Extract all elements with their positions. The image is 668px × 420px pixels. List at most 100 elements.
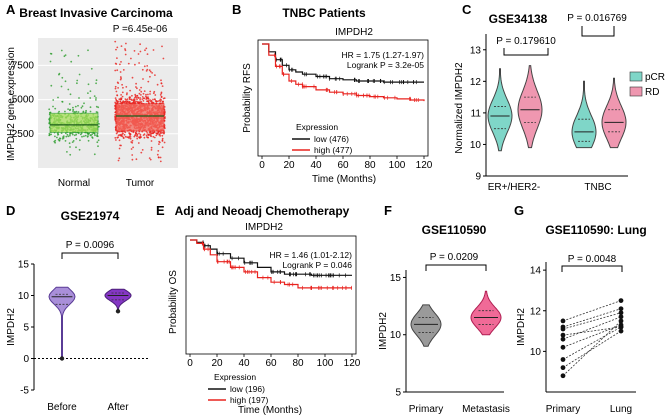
panel-a-point	[48, 108, 51, 111]
panel-g-pair-line	[562, 312, 622, 330]
panel-a-point	[114, 137, 117, 139]
panel-a-point	[128, 132, 131, 135]
panel-a-point	[142, 100, 145, 102]
panel-a-point	[141, 68, 144, 71]
panel-d: D GSE21974 P = 0.0096 -5 0 5 10 15 Before Af…	[6, 203, 150, 413]
panel-a-point	[122, 132, 124, 135]
panel-a-point	[159, 156, 162, 159]
panel-a-point	[149, 133, 152, 136]
panel-a-point	[128, 135, 131, 138]
panel-c-ytick-label: 13	[470, 45, 482, 56]
panel-a-point	[117, 100, 119, 103]
panel-a-point	[132, 146, 135, 149]
panel-d-violin-after	[104, 288, 132, 312]
panel-a-point	[62, 135, 65, 138]
panel-a-point	[118, 139, 121, 142]
panel-a-point	[133, 101, 135, 103]
panel-a-point	[135, 97, 138, 99]
panel-a-point	[136, 98, 138, 101]
panel-a-point	[121, 91, 124, 94]
panel-a-point	[143, 136, 146, 139]
panel-a-point	[143, 65, 146, 68]
panel-a-point	[81, 105, 84, 108]
panel-a-point	[118, 157, 121, 160]
panel-a-point	[89, 90, 92, 93]
panel-a-point	[79, 139, 81, 142]
panel-f-xtick-primary: Primary	[409, 404, 443, 415]
panel-a-point	[70, 60, 73, 63]
panel-g-point-primary	[560, 318, 566, 324]
panel-a-point	[149, 75, 151, 78]
panel-d-ytick-label: 0	[23, 354, 29, 365]
panel-a-point	[130, 148, 133, 150]
panel-a-point	[152, 98, 154, 101]
panel-a-point	[80, 106, 83, 109]
panel-a-point	[114, 97, 117, 99]
panel-f-ytick-label: 5	[395, 388, 401, 399]
panel-a-point	[141, 96, 144, 98]
panel-a-point	[114, 107, 116, 110]
panel-a-point	[54, 107, 57, 110]
panel-d-label: D	[6, 203, 15, 218]
panel-g-pair-line	[562, 326, 622, 360]
panel-c-legend-rd: RD	[645, 87, 659, 98]
panel-c-pvalue-er: P = 0.179610	[496, 36, 556, 47]
panel-b-logrank: Logrank P = 3.2e-05	[347, 60, 424, 70]
panel-b-hr: HR = 1.75 (1.27-1.97)	[342, 50, 425, 60]
panel-f: F GSE110590 P = 0.0209 5 10 15 Primary Met…	[378, 203, 510, 415]
panel-a-point	[160, 82, 163, 85]
panel-a-point	[138, 92, 141, 95]
panel-a-point	[115, 139, 117, 141]
panel-a-point	[77, 132, 80, 135]
panel-a-point	[139, 98, 142, 101]
panel-a-point	[140, 94, 142, 96]
panel-e-curve-high	[190, 239, 352, 289]
panel-a-point	[50, 84, 53, 87]
panel-a-point	[141, 98, 144, 100]
panel-a-point	[146, 53, 149, 55]
panel-g-point-primary	[560, 332, 566, 338]
panel-g-pair-line	[562, 320, 622, 377]
panel-a-point	[139, 43, 142, 46]
panel-a-point	[144, 49, 146, 52]
panel-g-label: G	[514, 203, 524, 218]
panel-a-point	[58, 73, 60, 76]
panel-a-point	[136, 133, 139, 136]
panel-a-point	[58, 137, 61, 140]
panel-g-pair-line	[562, 324, 622, 348]
panel-a-point	[135, 158, 138, 161]
panel-a-point	[64, 140, 67, 142]
panel-c-violin-pcr	[487, 68, 513, 152]
panel-a-point	[68, 103, 71, 105]
panel-a-point	[114, 87, 117, 90]
panel-a-point	[152, 135, 155, 138]
panel-a-point	[147, 101, 150, 104]
panel-d-ytick-label: 10	[18, 291, 30, 302]
panel-a-xtick-tumor: Tumor	[126, 178, 155, 189]
panel-a-point	[156, 153, 159, 156]
panel-a-point	[66, 133, 69, 136]
panel-a-point	[61, 100, 64, 103]
panel-a-point	[125, 42, 127, 45]
panel-a-point	[145, 47, 148, 50]
panel-a-point	[161, 134, 164, 137]
panel-a-point	[133, 50, 136, 52]
panel-a-ytick: 7500	[12, 60, 35, 71]
panel-g-pair-line	[562, 300, 622, 322]
panel-a-point	[135, 86, 137, 88]
panel-a-point	[140, 151, 143, 154]
panel-a-point	[119, 100, 122, 103]
panel-a-point	[93, 95, 96, 97]
panel-a-point	[72, 106, 74, 109]
panel-a-point	[161, 137, 164, 140]
panel-a-point	[52, 105, 54, 108]
panel-a-point	[148, 69, 151, 72]
panel-a-point	[163, 132, 165, 135]
panel-a-point	[149, 90, 152, 93]
panel-a-point	[150, 140, 153, 142]
panel-a-point	[153, 90, 156, 93]
panel-b-xtick-label: 120	[416, 160, 433, 171]
panel-c-ytick-label: 10	[470, 140, 482, 151]
panel-a-point	[149, 70, 152, 73]
panel-a-point	[116, 57, 118, 59]
